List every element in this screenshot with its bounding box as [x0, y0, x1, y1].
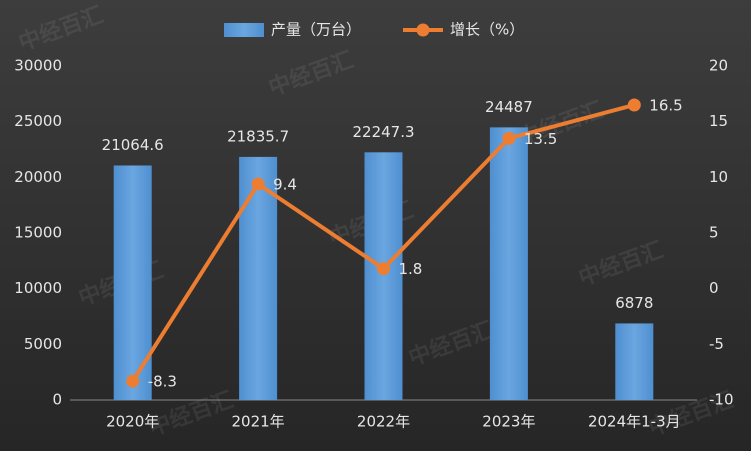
y-tick-label: 25000: [14, 112, 62, 130]
line-marker: [377, 262, 390, 276]
y-tick-label: 0: [52, 391, 62, 409]
line-value-label: 16.5: [649, 96, 682, 114]
bar-value-label: 22247.3: [352, 123, 414, 141]
line-value-label: 9.4: [273, 176, 297, 194]
legend-label: 增长（%）: [450, 21, 524, 39]
bar: [364, 152, 403, 400]
x-tick-label: 2020年: [106, 413, 159, 431]
y-tick-label: 20000: [14, 168, 62, 186]
line-value-label: 13.5: [524, 130, 557, 148]
x-tick-label: 2022年: [357, 413, 410, 431]
line-marker: [502, 131, 516, 145]
y2-tick-label: 15: [709, 112, 728, 130]
legend-marker: [416, 23, 430, 37]
x-tick-label: 2024年1-3月: [588, 413, 681, 431]
line-marker: [126, 374, 140, 388]
bar-value-label: 21835.7: [227, 127, 289, 145]
legend-label: 产量（万台）: [271, 21, 361, 39]
line-marker: [627, 98, 641, 112]
y-tick-label: 15000: [14, 224, 62, 242]
y2-tick-label: 0: [709, 279, 719, 297]
x-tick-label: 2023年: [482, 413, 535, 431]
bar: [489, 127, 528, 401]
y-tick-label: 30000: [14, 57, 62, 75]
line-value-label: 1.8: [399, 260, 423, 278]
bar: [113, 165, 152, 400]
line-value-label: -8.3: [148, 373, 177, 391]
x-tick-label: 2021年: [232, 413, 285, 431]
y2-tick-label: 10: [709, 168, 728, 186]
y2-tick-label: 5: [709, 224, 719, 242]
legend-swatch: [224, 23, 264, 37]
y2-tick-label: -10: [709, 391, 734, 409]
y2-tick-label: -5: [709, 335, 724, 353]
bar-value-label: 21064.6: [102, 136, 164, 154]
bar: [615, 323, 654, 400]
line-marker: [251, 177, 265, 191]
bar: [239, 156, 278, 400]
y2-tick-label: 20: [709, 57, 728, 75]
y-tick-label: 10000: [14, 279, 62, 297]
bar-value-label: 24487: [485, 98, 533, 116]
bar-value-label: 6878: [615, 294, 653, 312]
y-tick-label: 5000: [24, 335, 62, 353]
